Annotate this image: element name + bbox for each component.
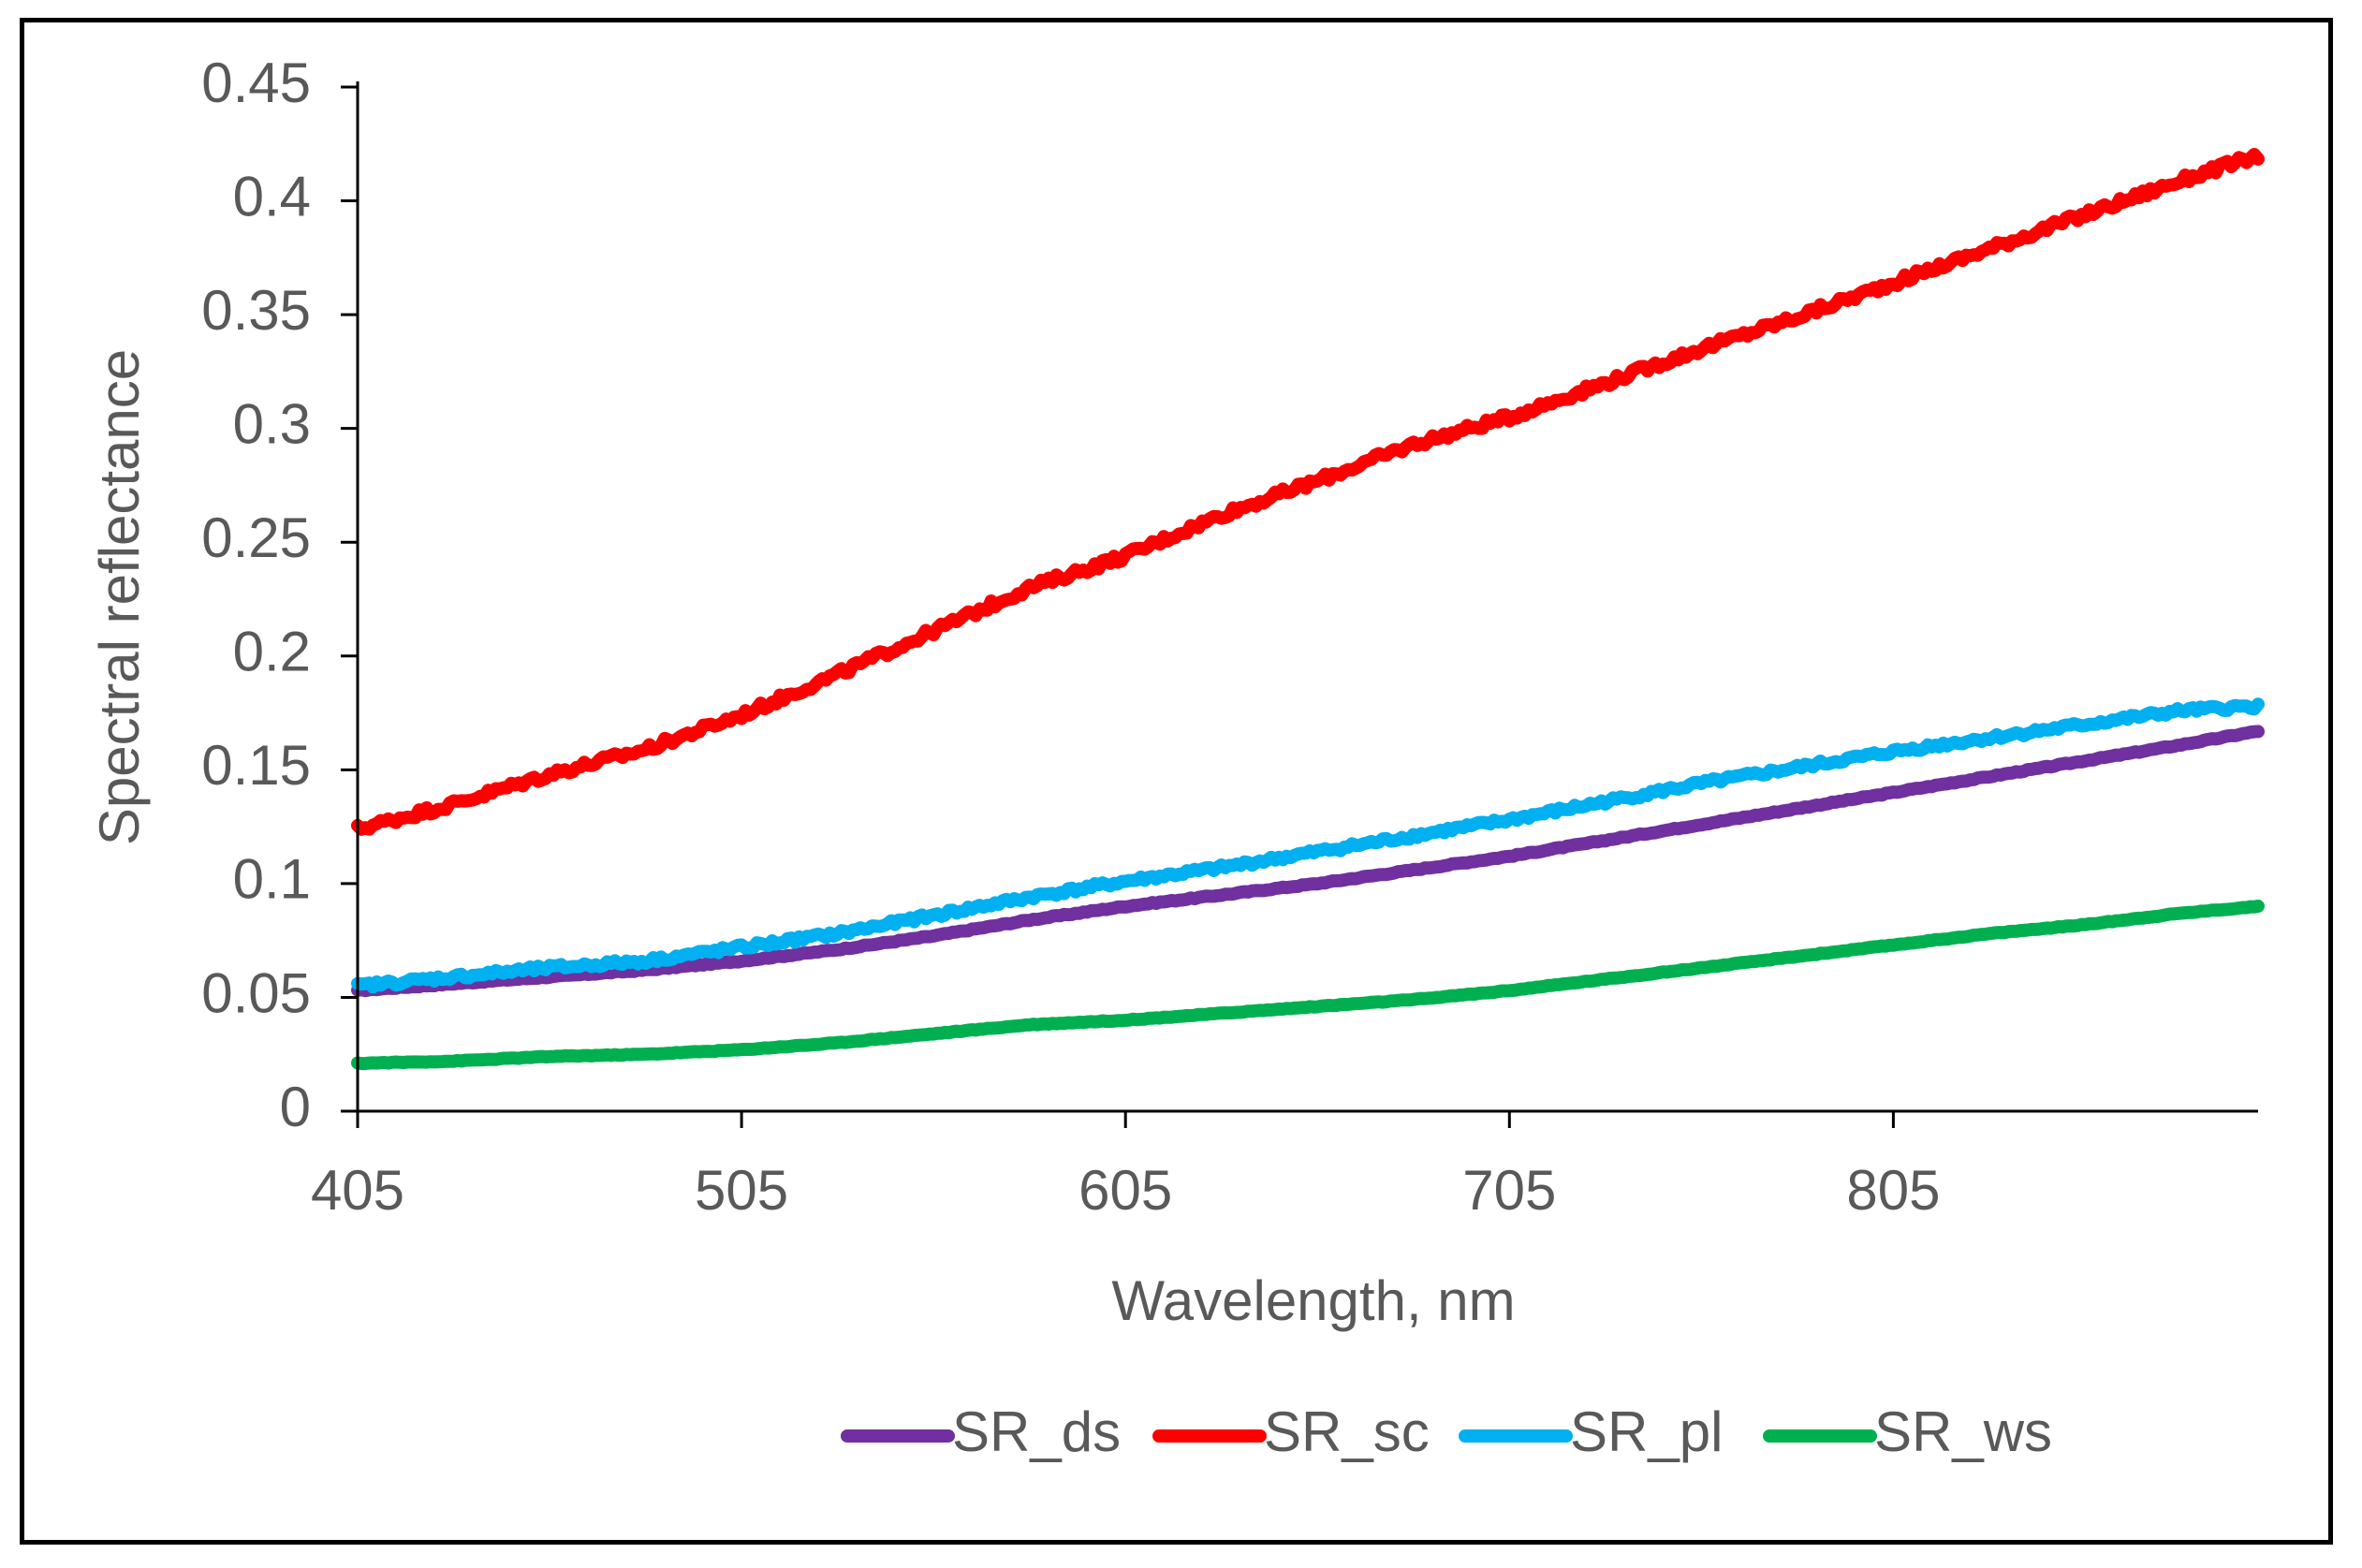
legend-label: SR_pl — [1570, 1400, 1723, 1463]
y-tick-label: 0.25 — [201, 506, 311, 569]
x-tick-label: 605 — [1078, 1159, 1172, 1222]
y-tick-label: 0.4 — [233, 165, 311, 227]
series-line-sr-ws — [351, 900, 2265, 1071]
x-tick-label: 705 — [1462, 1159, 1556, 1222]
series-line-sr-pl — [351, 697, 2265, 994]
y-tick-label: 0.1 — [233, 848, 311, 911]
x-tick-label: 805 — [1846, 1159, 1940, 1222]
y-tick-label: 0.15 — [201, 734, 311, 797]
legend: SR_ds SR_sc SR_pl SR_ws — [841, 1400, 2052, 1463]
legend-label: SR_sc — [1264, 1400, 1430, 1463]
y-tick-label: 0.05 — [201, 961, 311, 1024]
y-tick-label: 0.3 — [233, 393, 311, 456]
x-axis-ticks: 405 505 605 705 805 — [311, 1111, 1940, 1222]
y-axis-ticks: 0 0.05 0.1 0.15 0.2 0.25 0.3 0.35 0.4 0.45 — [201, 51, 358, 1138]
legend-label: SR_ds — [952, 1400, 1121, 1463]
x-axis-title: Wavelength, nm — [1111, 1269, 1515, 1332]
series-line-sr-ds — [351, 725, 2265, 998]
plot-lines — [351, 148, 2265, 1071]
x-tick-label: 505 — [695, 1159, 788, 1222]
y-tick-label: 0.35 — [201, 279, 311, 342]
y-axis-title: Spectral reflectance — [88, 349, 151, 845]
x-tick-label: 405 — [311, 1159, 404, 1222]
legend-label: SR_ws — [1874, 1400, 2052, 1463]
y-tick-label: 0 — [280, 1076, 311, 1138]
y-tick-label: 0.2 — [233, 621, 311, 683]
series-line-sr-sc — [351, 148, 2265, 836]
y-tick-label: 0.45 — [201, 51, 311, 114]
